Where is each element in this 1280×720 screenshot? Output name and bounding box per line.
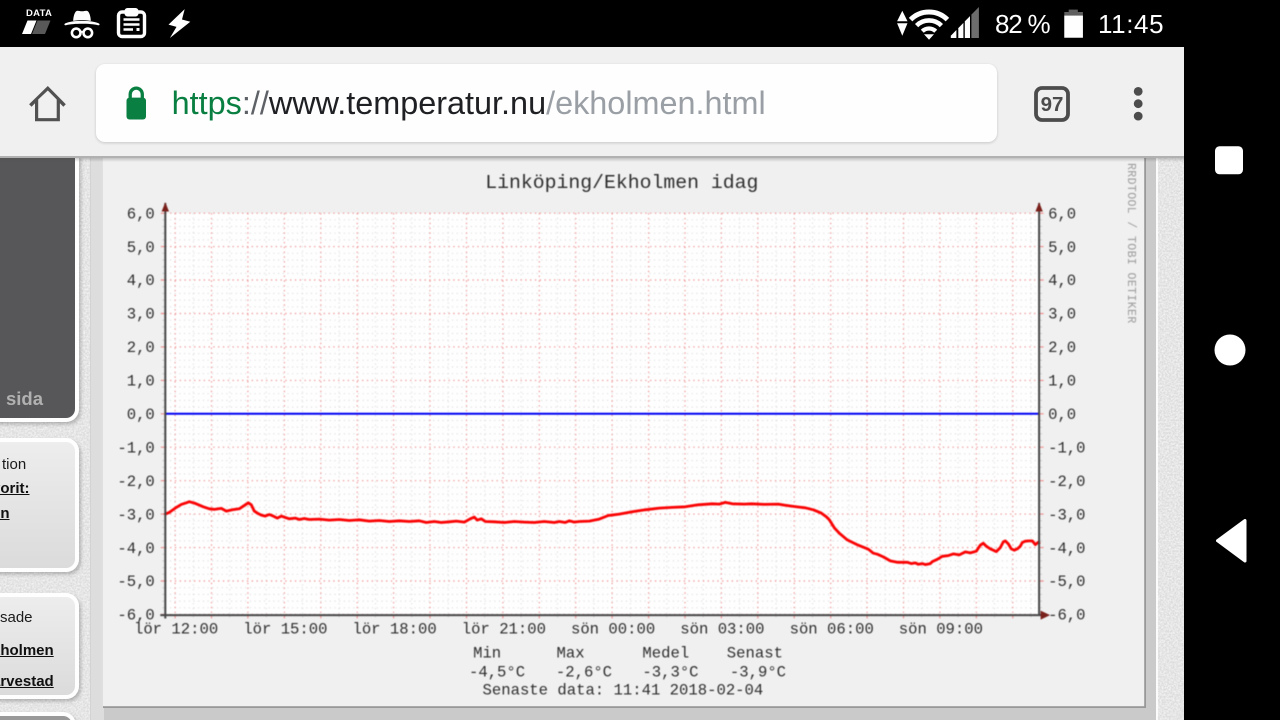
- svg-text:-2,6°C: -2,6°C: [556, 664, 612, 682]
- svg-text:Senaste data: 11:41 2018-02-04: Senaste data: 11:41 2018-02-04: [483, 682, 764, 700]
- svg-text:sön 03:00: sön 03:00: [680, 621, 764, 639]
- svg-text:-3,0: -3,0: [1048, 506, 1085, 524]
- svg-text:0,0: 0,0: [1048, 406, 1076, 424]
- svg-text:1,0: 1,0: [127, 373, 155, 391]
- svg-text:3,0: 3,0: [1048, 306, 1076, 324]
- svg-text:-6,0: -6,0: [118, 607, 155, 625]
- svg-text:lör 18:00: lör 18:00: [353, 621, 437, 639]
- svg-text:-2,0: -2,0: [1048, 473, 1085, 491]
- svg-text:-1,0: -1,0: [1048, 439, 1085, 457]
- svg-text:lör 12:00: lör 12:00: [134, 621, 218, 639]
- svg-text:Max: Max: [557, 645, 585, 663]
- svg-text:5,0: 5,0: [1048, 239, 1076, 257]
- svg-text:-3,9°C: -3,9°C: [730, 664, 786, 682]
- svg-text:sön 00:00: sön 00:00: [571, 621, 655, 639]
- svg-text:4,0: 4,0: [1048, 272, 1076, 290]
- svg-text:sön 06:00: sön 06:00: [790, 621, 874, 639]
- svg-text:-2,0: -2,0: [118, 473, 155, 491]
- svg-text:-4,0: -4,0: [1048, 540, 1085, 558]
- svg-text:6,0: 6,0: [1048, 205, 1076, 223]
- svg-text:Linköping/Ekholmen idag: Linköping/Ekholmen idag: [485, 172, 758, 194]
- svg-text:6,0: 6,0: [127, 205, 155, 223]
- svg-text:Medel: Medel: [643, 645, 690, 663]
- svg-text:5,0: 5,0: [127, 239, 155, 257]
- svg-text:Min: Min: [473, 645, 501, 663]
- svg-text:sön 09:00: sön 09:00: [899, 621, 983, 639]
- svg-text:4,0: 4,0: [127, 272, 155, 290]
- svg-text:3,0: 3,0: [127, 306, 155, 324]
- svg-text:2,0: 2,0: [127, 339, 155, 357]
- svg-text:lör 15:00: lör 15:00: [243, 621, 327, 639]
- svg-text:RRDTOOL / TOBI OETIKER: RRDTOOL / TOBI OETIKER: [1124, 163, 1137, 324]
- svg-text:2,0: 2,0: [1048, 339, 1076, 357]
- svg-text:0,0: 0,0: [127, 406, 155, 424]
- svg-text:-5,0: -5,0: [1048, 573, 1085, 591]
- svg-text:-6,0: -6,0: [1048, 607, 1085, 625]
- svg-text:-3,0: -3,0: [118, 506, 155, 524]
- svg-text:lör 21:00: lör 21:00: [462, 621, 546, 639]
- svg-text:-4,0: -4,0: [118, 540, 155, 558]
- svg-text:-4,5°C: -4,5°C: [469, 664, 525, 682]
- svg-text:-3,3°C: -3,3°C: [643, 664, 699, 682]
- svg-text:Senast: Senast: [727, 645, 783, 663]
- svg-text:-1,0: -1,0: [118, 439, 155, 457]
- svg-text:-5,0: -5,0: [118, 573, 155, 591]
- svg-text:1,0: 1,0: [1048, 373, 1076, 391]
